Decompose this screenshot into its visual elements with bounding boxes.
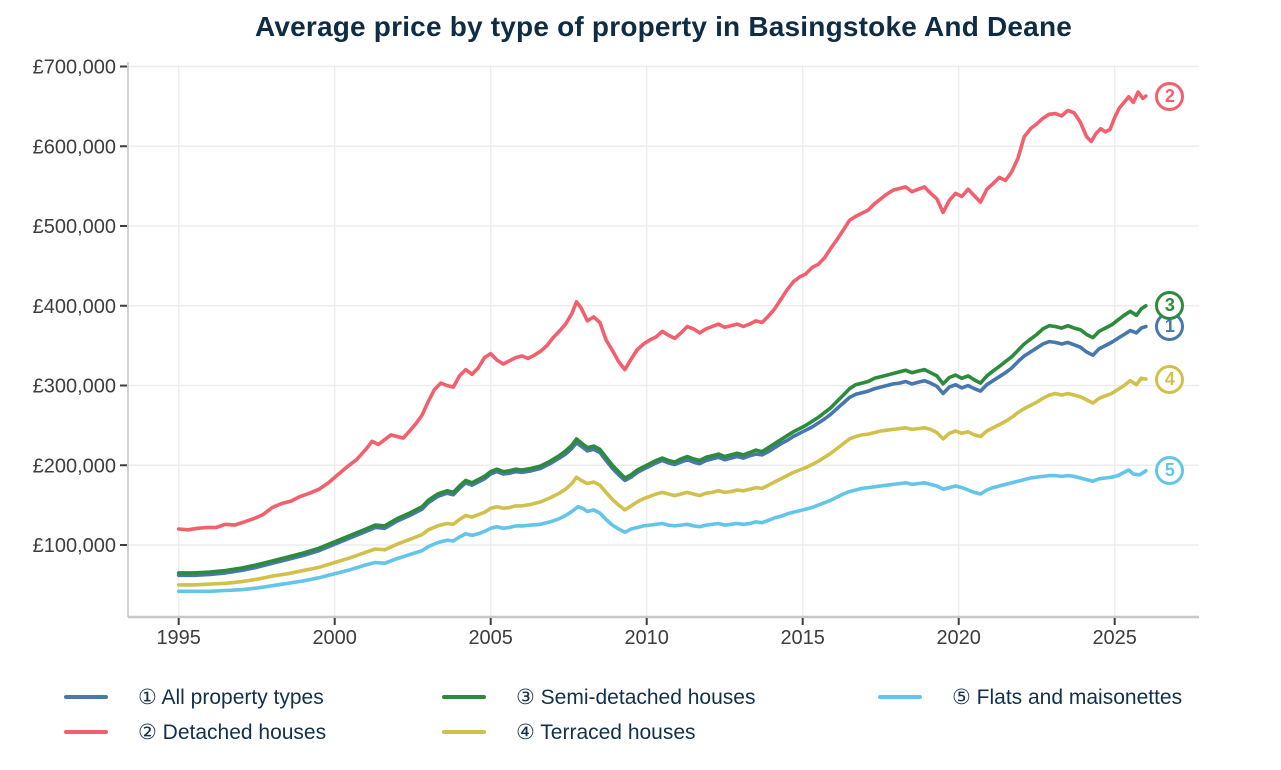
x-axis-label: 2020 [936, 627, 981, 649]
legend-swatch-semi-detached-houses [442, 694, 486, 700]
y-axis-label: £400,000 [33, 296, 116, 318]
y-axis-label: £600,000 [33, 136, 116, 158]
y-axis-label: £200,000 [33, 455, 116, 477]
legend-label: ③ Semi-detached houses [516, 685, 756, 709]
y-axis-label: £700,000 [33, 57, 116, 79]
end-marker-5-flats-and-maisonettes: 5 [1155, 456, 1185, 486]
legend-swatch-detached-houses [64, 729, 108, 735]
y-axis-label: £300,000 [33, 376, 116, 398]
legend-label: ② Detached houses [138, 720, 327, 744]
legend-item-semi-detached-houses[interactable]: ③ Semi-detached houses [442, 682, 755, 712]
legend-swatch-flats-and-maisonettes [878, 694, 922, 700]
chart-title: Average price by type of property in Bas… [254, 11, 1073, 42]
end-marker-4-terraced-houses: 4 [1155, 364, 1185, 394]
y-axis-label: £100,000 [33, 535, 116, 557]
series-line-detached-houses [176, 90, 1148, 532]
legend-item-all-property-types[interactable]: ① All property types [64, 682, 324, 712]
y-axis-label: £500,000 [33, 216, 116, 238]
x-axis-label: 2000 [312, 627, 357, 649]
legend-label: ① All property types [138, 685, 324, 709]
series-line-terraced-houses [176, 376, 1148, 587]
legend-item-detached-houses[interactable]: ② Detached houses [64, 717, 326, 747]
series-line-flats-and-maisonettes [176, 468, 1148, 594]
end-marker-2-detached-houses: 2 [1155, 81, 1185, 111]
x-axis-label: 2010 [624, 627, 669, 649]
legend-item-terraced-houses[interactable]: ④ Terraced houses [442, 717, 696, 747]
x-axis-label: 2015 [780, 627, 825, 649]
legend-item-flats-and-maisonettes[interactable]: ⑤ Flats and maisonettes [878, 682, 1182, 712]
x-axis-label: 2025 [1092, 627, 1137, 649]
legend-swatch-terraced-houses [442, 729, 486, 735]
legend-swatch-all-property-types [64, 694, 108, 700]
end-marker-3-semi-detached-houses: 3 [1155, 291, 1185, 321]
x-axis-label: 2005 [468, 627, 513, 649]
legend-label: ⑤ Flats and maisonettes [952, 685, 1183, 709]
x-axis-label: 1995 [156, 627, 201, 649]
legend-label: ④ Terraced houses [516, 720, 696, 744]
series-line-semi-detached-houses [176, 303, 1148, 575]
